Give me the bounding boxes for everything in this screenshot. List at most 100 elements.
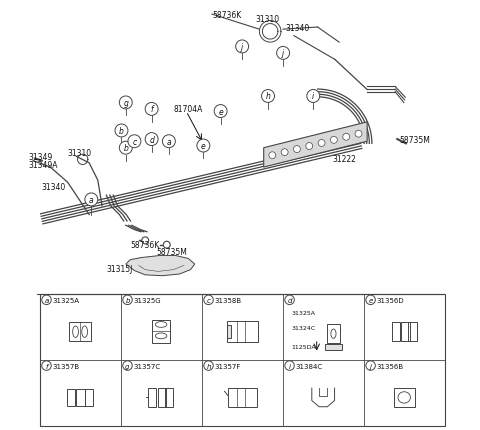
- Polygon shape: [126, 256, 195, 276]
- Text: j: j: [241, 43, 243, 52]
- Text: b: b: [119, 127, 124, 135]
- Text: i: i: [288, 363, 290, 369]
- Circle shape: [236, 41, 249, 54]
- Text: e: e: [218, 108, 223, 116]
- Bar: [76, 389, 84, 406]
- Text: 58736K: 58736K: [130, 241, 159, 249]
- Text: h: h: [206, 363, 211, 369]
- Circle shape: [123, 295, 132, 305]
- Circle shape: [307, 90, 320, 103]
- Circle shape: [120, 97, 132, 110]
- Bar: [401, 322, 410, 341]
- Ellipse shape: [82, 326, 87, 338]
- Circle shape: [115, 125, 128, 138]
- Circle shape: [197, 140, 210, 153]
- Text: a: a: [167, 138, 171, 146]
- Circle shape: [285, 361, 294, 371]
- Circle shape: [42, 361, 51, 371]
- Circle shape: [204, 361, 213, 371]
- Circle shape: [163, 242, 170, 249]
- Text: j: j: [282, 49, 284, 58]
- Text: 31356D: 31356D: [377, 297, 404, 303]
- Circle shape: [276, 47, 289, 60]
- Text: 31310: 31310: [68, 148, 92, 157]
- Ellipse shape: [72, 326, 78, 338]
- Bar: [152, 321, 170, 343]
- Bar: [158, 388, 166, 407]
- Text: 1125DA: 1125DA: [291, 344, 316, 350]
- Bar: [392, 322, 400, 341]
- Text: d: d: [149, 135, 154, 144]
- Ellipse shape: [398, 392, 410, 403]
- Text: 31358B: 31358B: [215, 297, 242, 303]
- Bar: [39, 295, 445, 426]
- Bar: [148, 388, 156, 407]
- Text: 31349A: 31349A: [29, 161, 58, 170]
- Circle shape: [285, 295, 294, 305]
- Text: 58735M: 58735M: [156, 247, 187, 256]
- Circle shape: [123, 361, 132, 371]
- Circle shape: [145, 103, 158, 116]
- Bar: [408, 322, 417, 341]
- Ellipse shape: [331, 329, 336, 338]
- Circle shape: [262, 90, 275, 103]
- Bar: [325, 344, 342, 350]
- Circle shape: [306, 143, 312, 150]
- Text: c: c: [206, 297, 210, 303]
- Circle shape: [318, 140, 325, 147]
- Text: 31340: 31340: [285, 24, 310, 32]
- Text: 31349: 31349: [29, 153, 53, 161]
- Circle shape: [281, 149, 288, 156]
- Text: 31325G: 31325G: [133, 297, 161, 303]
- Bar: [327, 325, 340, 343]
- Bar: [69, 322, 92, 341]
- Circle shape: [120, 142, 132, 155]
- Circle shape: [42, 295, 51, 305]
- Bar: [227, 322, 258, 342]
- Text: 31357C: 31357C: [133, 363, 161, 369]
- Text: 31310: 31310: [255, 15, 279, 24]
- Text: b: b: [125, 297, 130, 303]
- Circle shape: [85, 194, 98, 206]
- Ellipse shape: [156, 333, 167, 339]
- Circle shape: [366, 295, 375, 305]
- Bar: [84, 389, 93, 406]
- Bar: [228, 388, 257, 407]
- Text: 31315J: 31315J: [107, 264, 133, 273]
- Text: d: d: [288, 297, 292, 303]
- Text: 31357F: 31357F: [215, 363, 241, 369]
- Text: 31340: 31340: [42, 183, 66, 191]
- Text: j: j: [370, 363, 372, 369]
- Text: 31325A: 31325A: [52, 297, 80, 303]
- Text: a: a: [44, 297, 48, 303]
- Text: g: g: [125, 363, 130, 369]
- Text: 31325A: 31325A: [291, 310, 315, 316]
- Bar: [394, 388, 415, 407]
- Circle shape: [214, 105, 227, 118]
- Text: i: i: [312, 92, 314, 101]
- Text: b: b: [123, 144, 128, 153]
- Text: f: f: [45, 363, 48, 369]
- Circle shape: [145, 133, 158, 146]
- Circle shape: [355, 131, 362, 138]
- Ellipse shape: [156, 322, 167, 328]
- Text: e: e: [369, 297, 372, 303]
- Text: 81704A: 81704A: [173, 105, 203, 114]
- Text: 31357B: 31357B: [52, 363, 80, 369]
- Circle shape: [293, 146, 300, 153]
- Text: 58736K: 58736K: [212, 11, 241, 19]
- Circle shape: [142, 237, 149, 244]
- Text: e: e: [201, 142, 206, 150]
- Polygon shape: [264, 123, 367, 168]
- Bar: [165, 388, 173, 407]
- Text: 31356B: 31356B: [377, 363, 404, 369]
- Text: a: a: [89, 196, 94, 204]
- Circle shape: [343, 134, 349, 141]
- Text: c: c: [132, 138, 136, 146]
- Text: g: g: [123, 99, 128, 108]
- Text: h: h: [265, 92, 270, 101]
- Text: 31222: 31222: [333, 155, 357, 163]
- Circle shape: [269, 153, 276, 160]
- Text: 31384C: 31384C: [296, 363, 323, 369]
- Bar: [67, 389, 75, 406]
